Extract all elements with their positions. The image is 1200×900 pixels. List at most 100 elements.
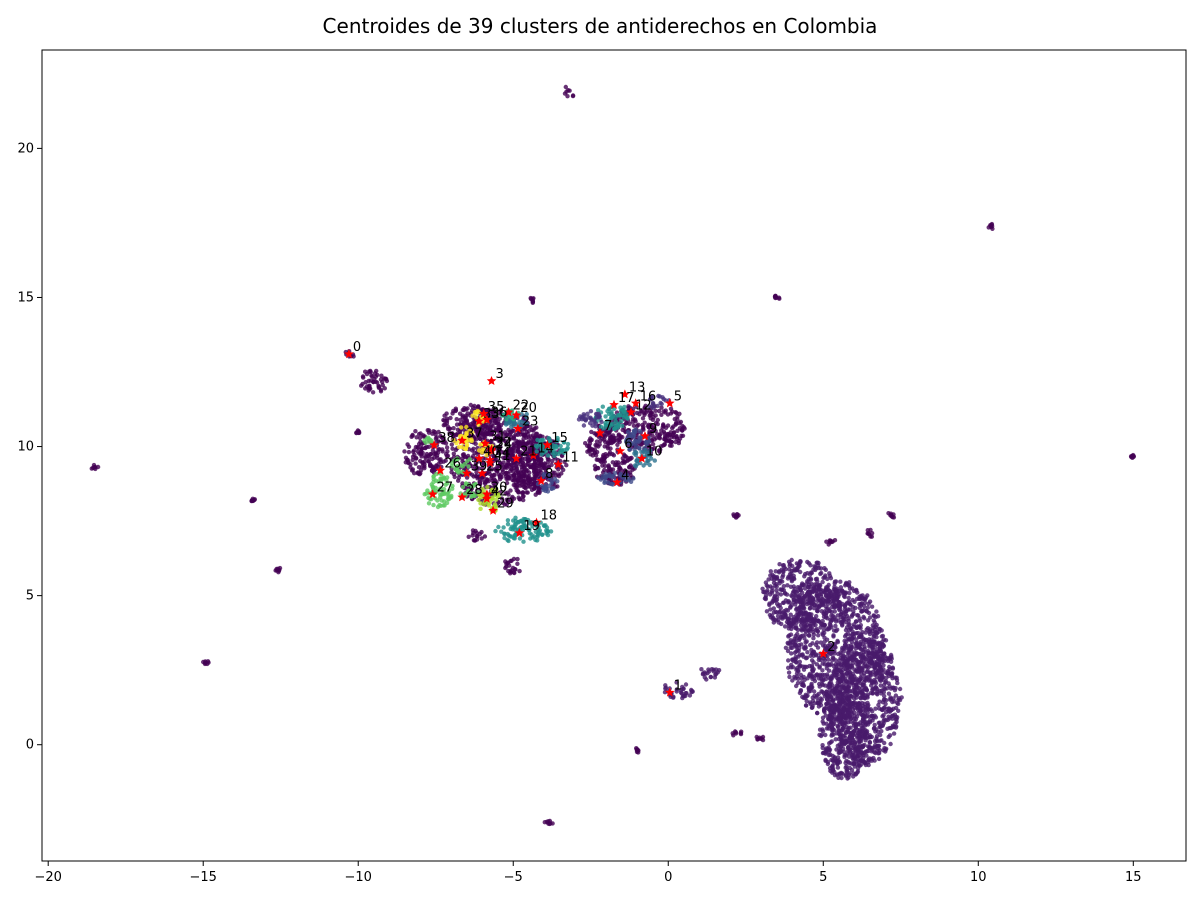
data-point bbox=[657, 408, 662, 414]
data-point bbox=[768, 569, 773, 574]
data-point bbox=[678, 690, 684, 695]
data-point bbox=[858, 750, 864, 755]
data-point bbox=[413, 461, 418, 466]
data-point bbox=[846, 650, 851, 655]
data-point bbox=[530, 476, 535, 482]
data-point bbox=[863, 657, 868, 662]
data-point bbox=[865, 704, 870, 709]
data-point bbox=[833, 579, 839, 584]
data-point bbox=[806, 585, 811, 590]
data-point bbox=[829, 704, 834, 709]
data-point bbox=[522, 447, 528, 452]
data-point bbox=[519, 419, 524, 424]
data-point bbox=[780, 563, 786, 568]
data-point bbox=[883, 680, 888, 685]
data-point bbox=[783, 645, 789, 650]
data-point bbox=[455, 464, 460, 470]
data-point bbox=[465, 411, 470, 416]
data-point bbox=[486, 469, 492, 474]
data-point bbox=[811, 636, 816, 641]
data-point bbox=[506, 463, 511, 468]
data-point bbox=[859, 685, 865, 691]
data-point bbox=[655, 403, 660, 409]
data-point bbox=[513, 532, 518, 537]
data-point bbox=[527, 527, 532, 532]
data-point bbox=[865, 528, 870, 533]
data-point bbox=[826, 657, 831, 662]
data-point bbox=[862, 597, 867, 602]
data-point bbox=[770, 585, 775, 590]
data-point bbox=[472, 409, 478, 415]
data-point bbox=[477, 481, 483, 487]
data-point bbox=[873, 750, 878, 756]
data-point bbox=[539, 442, 545, 447]
data-point bbox=[492, 483, 497, 488]
data-point bbox=[842, 634, 848, 639]
data-point bbox=[847, 680, 852, 685]
data-point bbox=[824, 606, 829, 612]
data-point bbox=[831, 732, 836, 737]
data-point bbox=[375, 372, 380, 378]
data-point bbox=[548, 821, 553, 826]
data-point bbox=[518, 450, 523, 455]
data-point bbox=[451, 472, 457, 477]
data-point bbox=[525, 451, 530, 457]
centroid-star bbox=[640, 431, 650, 441]
data-point bbox=[894, 675, 899, 680]
data-point bbox=[454, 441, 459, 446]
data-point bbox=[833, 737, 838, 742]
data-point bbox=[524, 415, 529, 420]
data-point bbox=[832, 599, 837, 604]
data-point bbox=[479, 491, 484, 496]
data-point bbox=[739, 729, 744, 734]
data-point bbox=[522, 485, 528, 490]
data-point bbox=[787, 600, 792, 605]
data-point bbox=[492, 477, 497, 482]
data-point bbox=[860, 713, 866, 718]
data-point bbox=[478, 506, 483, 511]
data-point bbox=[642, 405, 647, 410]
data-point bbox=[611, 437, 616, 442]
data-point bbox=[867, 643, 873, 648]
data-point bbox=[442, 491, 447, 496]
data-point bbox=[864, 669, 870, 675]
data-point bbox=[848, 663, 853, 668]
data-point bbox=[822, 639, 827, 644]
data-point bbox=[449, 464, 454, 469]
data-point bbox=[522, 517, 528, 522]
data-point bbox=[811, 629, 816, 635]
data-point bbox=[843, 676, 848, 681]
data-point bbox=[865, 618, 871, 623]
data-point bbox=[520, 474, 526, 479]
data-point bbox=[846, 583, 851, 588]
data-point bbox=[447, 426, 452, 431]
data-point bbox=[633, 443, 638, 449]
data-point bbox=[444, 500, 450, 506]
data-point bbox=[827, 588, 833, 594]
data-point bbox=[702, 670, 707, 675]
data-point bbox=[843, 702, 849, 707]
data-point bbox=[423, 455, 428, 461]
data-point bbox=[872, 651, 877, 656]
data-point bbox=[458, 417, 463, 423]
data-point bbox=[798, 569, 803, 575]
data-point bbox=[891, 696, 896, 701]
data-point bbox=[443, 482, 448, 487]
data-point bbox=[426, 436, 432, 442]
data-point bbox=[872, 639, 877, 644]
data-point bbox=[826, 592, 831, 597]
data-point bbox=[563, 84, 568, 90]
data-point bbox=[888, 513, 893, 518]
data-point bbox=[837, 749, 843, 755]
data-point bbox=[536, 471, 541, 476]
data-point bbox=[831, 642, 836, 647]
data-point bbox=[493, 419, 498, 424]
data-point bbox=[603, 414, 608, 419]
data-point bbox=[680, 684, 685, 690]
data-point bbox=[454, 422, 460, 427]
data-point bbox=[544, 485, 549, 491]
data-point bbox=[804, 664, 809, 670]
data-point bbox=[818, 625, 823, 630]
data-point bbox=[602, 463, 608, 469]
data-point bbox=[451, 438, 456, 443]
